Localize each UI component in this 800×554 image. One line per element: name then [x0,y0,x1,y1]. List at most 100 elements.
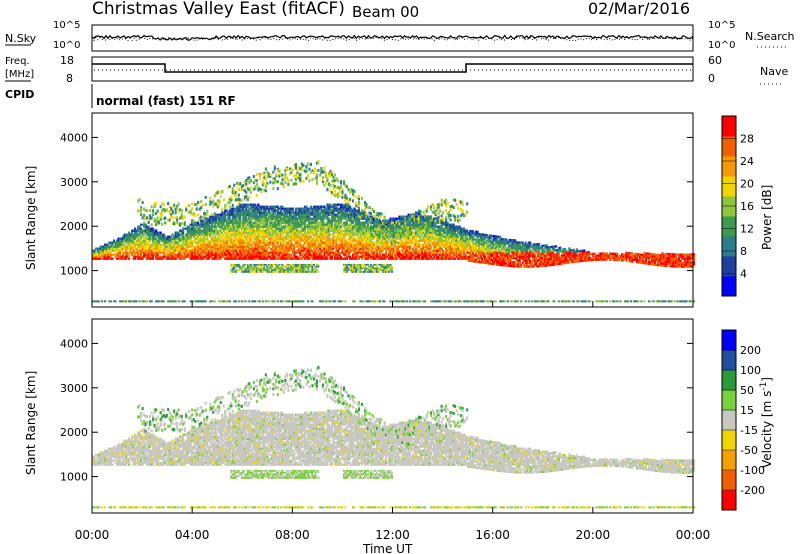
power-cell [189,227,192,230]
power-cell [369,263,373,266]
power-cell [263,257,266,260]
power-cell [137,251,140,254]
power-cell [198,253,201,256]
power-cell [119,255,122,258]
power-cell [252,209,255,212]
power-cell [264,233,267,236]
power-cell [135,235,138,238]
power-cell [204,235,207,238]
power-cell [249,233,252,236]
power-cell [161,212,164,216]
power-cell [234,223,237,226]
power-cell [257,300,260,303]
power-cell [152,243,155,246]
power-cell [141,251,144,254]
power-cell [236,215,239,218]
power-cell [110,300,113,303]
power-cell [216,235,219,238]
power-cell [272,187,275,191]
power-cell [231,239,234,242]
power-cell [255,249,258,252]
power-cell [266,223,269,226]
power-cell [371,249,374,252]
power-cell [242,211,245,214]
power-cell [221,233,224,236]
power-cell [264,219,267,222]
power-cell [173,300,176,303]
power-cell [228,300,231,303]
power-cell [231,227,234,230]
power-cell [158,257,161,260]
power-cell [345,196,349,200]
power-cell [255,221,258,224]
power-cell [153,233,156,236]
power-cell [255,193,258,197]
power-cell [137,247,140,250]
power-cell [260,209,263,212]
power-cell [140,223,143,226]
power-cell [162,249,165,252]
power-cell [255,211,258,214]
power-cell [173,257,176,260]
power-cell [158,247,161,250]
power-cell [132,229,135,232]
power-cell [230,198,233,202]
power-cell [245,257,248,260]
power-cell [251,233,254,236]
power-cell [150,255,153,258]
power-cell [248,217,251,220]
power-cell [327,217,330,220]
power-cell [252,213,255,216]
power-cell [195,243,198,246]
power-cell [224,231,227,234]
power-cell [204,231,207,234]
power-cell [182,231,185,234]
power-cell [177,245,180,248]
power-cell [234,257,237,260]
power-cell [218,221,221,224]
power-cell [156,216,159,220]
power-cell [270,265,273,268]
power-cell [215,215,218,218]
power-cell [222,300,225,303]
power-cell [269,247,272,250]
power-cell [294,209,297,212]
power-cell [131,300,134,303]
power-cell [371,231,374,234]
power-cell [209,251,212,254]
power-cell [390,267,394,270]
power-cell [260,253,263,256]
power-cell [180,237,183,240]
power-cell [189,253,192,256]
power-cell [165,251,168,254]
power-cell [149,237,152,240]
power-cell [153,243,156,246]
power-cell [140,213,143,217]
power-cell [194,233,197,236]
power-cell [240,253,243,256]
power-cell [356,233,359,236]
power-cell [189,237,192,240]
power-cell [315,219,318,222]
power-cell [203,249,206,252]
power-cell [254,219,257,222]
power-cell [263,231,266,234]
power-cell [123,247,126,250]
power-cell [125,245,128,248]
power-cell [201,300,204,303]
power-cell [110,241,113,244]
power-cell [263,239,266,242]
power-cell [258,217,261,220]
power-cell [230,257,233,260]
power-cell [126,237,129,240]
power-cell [191,241,194,244]
power-cell [264,300,267,303]
power-cell [233,229,236,232]
power-cell [216,229,219,232]
power-cell [156,241,159,244]
power-cell [264,267,267,270]
power-cell [249,179,252,183]
power-cell [338,223,341,226]
power-cell [249,249,252,252]
power-cell [242,184,245,188]
